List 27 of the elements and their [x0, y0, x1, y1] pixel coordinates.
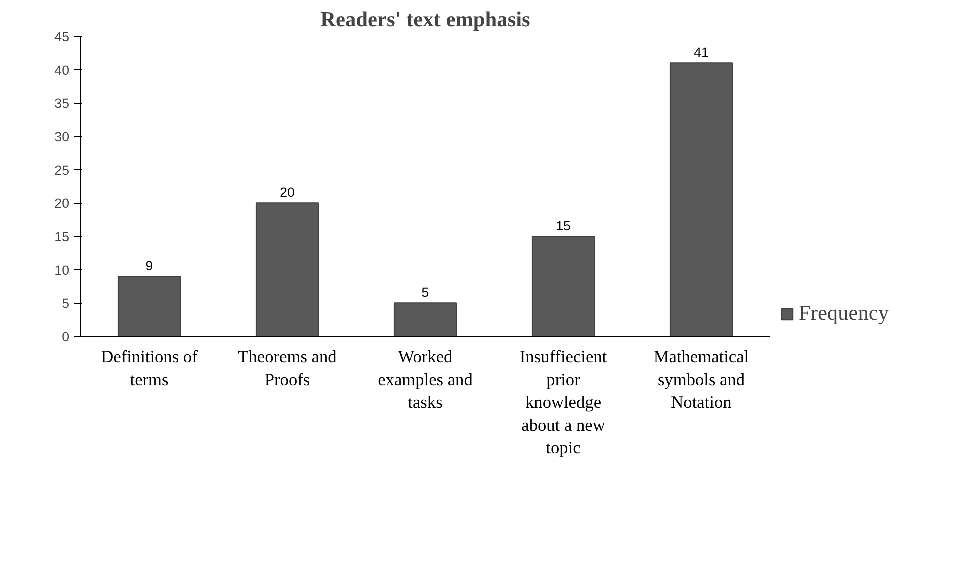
y-tick-label: 0 — [62, 330, 70, 344]
y-tick-label: 25 — [54, 162, 70, 178]
data-label: 20 — [280, 185, 295, 200]
data-label: 5 — [422, 285, 430, 300]
y-tick-label: 35 — [54, 96, 70, 112]
x-tick-label: Mathematical symbols and Notation — [654, 348, 750, 412]
y-tick-label: 20 — [54, 196, 70, 212]
bar — [256, 202, 320, 336]
chart-title: Readers' text emphasis — [320, 8, 530, 32]
x-tick-label: Definitions of terms — [101, 348, 198, 390]
bar — [532, 236, 596, 336]
data-label: 9 — [146, 258, 154, 274]
x-tick-label: Worked examples and tasks — [378, 348, 474, 412]
x-tick-label: Insuffiecient prior knowledge about a new topic — [520, 348, 608, 458]
y-tick-label: 5 — [62, 296, 70, 312]
data-label: 41 — [694, 45, 709, 60]
data-label: 15 — [556, 218, 571, 234]
y-tick-label: 15 — [54, 230, 70, 244]
y-tick-label: 45 — [54, 30, 70, 44]
bar — [670, 62, 734, 336]
bar — [118, 276, 182, 336]
y-tick-label: 30 — [54, 130, 70, 144]
legend-label: Frequency — [799, 301, 890, 326]
y-tick-label: 10 — [54, 262, 70, 278]
y-tick-label: 40 — [54, 62, 70, 78]
bar — [394, 302, 458, 336]
x-tick-label: Theorems and Proofs — [238, 348, 338, 390]
